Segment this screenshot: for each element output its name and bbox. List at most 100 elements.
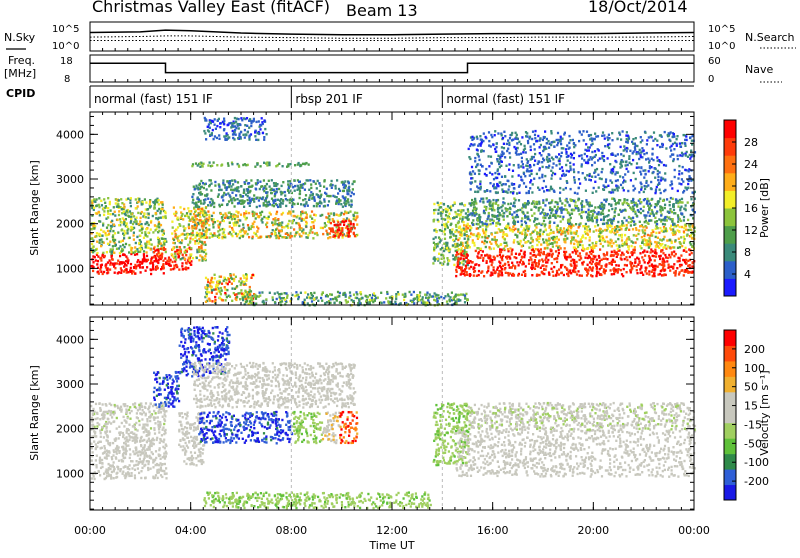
scatter-cell [561,212,563,214]
scatter-cell [496,255,498,257]
scatter-cell [251,225,253,227]
scatter-cell [588,211,590,213]
scatter-cell [232,124,234,126]
scatter-cell [465,242,467,244]
scatter-cell [402,294,404,296]
scatter-cell [304,299,306,301]
scatter-cell [635,235,637,237]
scatter-cell [659,273,661,275]
scatter-cell [389,296,391,298]
scatter-cell [246,294,248,296]
scatter-cell [218,186,220,188]
scatter-cell [553,258,555,260]
scatter-cell [668,216,670,218]
scatter-cell [353,193,355,195]
scatter-cell [337,229,339,231]
scatter-cell [192,257,194,259]
scatter-cell [130,263,132,265]
scatter-cell [499,274,501,276]
scatter-cell [683,236,685,238]
scatter-cell [204,214,206,216]
scatter-cell [575,265,577,267]
scatter-cell [119,252,121,254]
scatter-cell [480,248,482,250]
scatter-cell [322,227,324,229]
scatter-cell [649,243,651,245]
scatter-cell [257,139,259,141]
scatter-cell [669,204,671,206]
scatter-cell [458,258,460,260]
scatter-cell [419,291,421,293]
scatter-cell [297,222,299,224]
scatter-cell [243,189,245,191]
scatter-cell [544,247,546,249]
scatter-cell [147,259,149,261]
scatter-cell [129,202,131,204]
scatter-cell [301,220,303,222]
scatter-cell [666,198,668,200]
scatter-cell [312,237,314,239]
scatter-cell [101,264,103,266]
scatter-cell [539,229,541,231]
scatter-cell [548,237,550,239]
scatter-cell [509,207,511,209]
scatter-cell [616,230,618,232]
scatter-cell [263,190,265,192]
scatter-cell [143,250,145,252]
scatter-cell [220,276,222,278]
scatter-cell [177,217,179,219]
scatter-cell [482,230,484,232]
scatter-cell [116,248,118,250]
scatter-cell [646,202,648,204]
scatter-cell [208,224,210,226]
scatter-cell [93,207,95,209]
scatter-cell [216,293,218,295]
scatter-cell [212,223,214,225]
scatter-cell [269,185,271,187]
scatter-cell [205,277,207,279]
scatter-cell [404,293,406,295]
scatter-cell [230,189,232,191]
scatter-cell [201,247,203,249]
scatter-cell [633,234,635,236]
scatter-cell [481,254,483,256]
scatter-cell [287,234,289,236]
scatter-cell [531,202,533,204]
scatter-cell [636,215,638,217]
nsky-label: N.Sky [4,31,36,44]
scatter-cell [197,242,199,244]
scatter-cell [513,274,515,276]
scatter-cell [349,210,351,212]
scatter-cell [182,268,184,270]
scatter-cell [544,217,546,219]
scatter-cell [403,299,405,301]
scatter-cell [188,226,190,228]
scatter-cell [464,204,466,206]
scatter-cell [487,215,489,217]
scatter-cell [296,189,298,191]
scatter-cell [653,272,655,274]
scatter-cell [160,224,162,226]
scatter-cell [626,251,628,253]
scatter-cell [610,242,612,244]
scatter-cell [251,185,253,187]
scatter-cell [662,252,664,254]
scatter-cell [294,190,296,192]
scatter-cell [690,234,692,236]
scatter-cell [228,281,230,283]
scatter-cell [273,185,275,187]
scatter-cell [170,268,172,270]
scatter-cell [553,222,555,224]
scatter-cell [299,193,301,195]
scatter-cell [510,203,512,205]
scatter-cell [455,226,457,228]
scatter-cell [196,240,198,242]
scatter-cell [606,251,608,253]
scatter-cell [502,197,504,199]
scatter-cell [220,293,222,295]
beam-label: Beam 13 [346,1,418,20]
scatter-cell [253,226,255,228]
scatter-cell [153,251,155,253]
scatter-cell [449,207,451,209]
scatter-cell [433,299,435,301]
